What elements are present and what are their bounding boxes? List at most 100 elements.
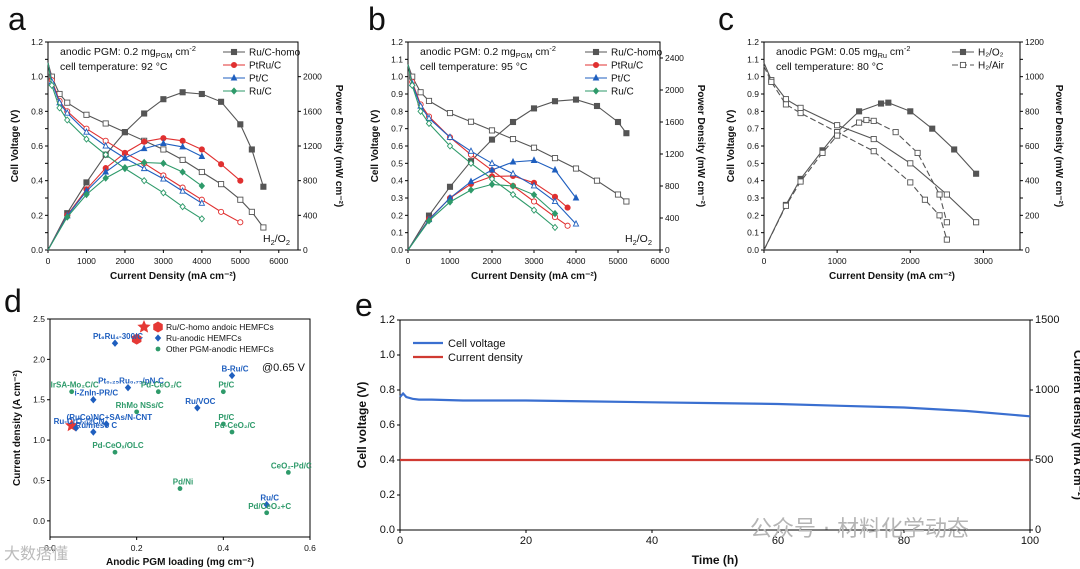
scatter-point-label: Ru-CrOₓ@CN	[54, 417, 105, 426]
power-point	[782, 202, 789, 209]
y2-tick-label: 800	[665, 181, 679, 191]
y-tick-label: 1.2	[747, 37, 759, 47]
voltage-point	[198, 168, 205, 176]
voltage-point	[140, 176, 148, 185]
x-tick-label: 1000	[77, 256, 96, 266]
x-tick-label: 100	[1021, 535, 1039, 547]
x-tick-label: 3000	[974, 256, 993, 266]
scatter-point-label: RhMo NSs/C	[116, 401, 164, 410]
voltage-point	[572, 165, 580, 172]
annotation-line: cell temperature: 92 °C	[60, 61, 168, 73]
scatter-point-ru	[90, 396, 97, 404]
voltage-point	[907, 179, 914, 186]
x-tick-label: 1000	[828, 256, 847, 266]
power-point	[160, 159, 167, 168]
legend-marker	[230, 48, 238, 56]
voltage-point	[530, 206, 538, 214]
scatter-point-label: Pt/C	[218, 413, 234, 422]
power-point	[467, 177, 475, 185]
y-axis-label: Cell Voltage (V)	[370, 110, 381, 183]
voltage-point	[218, 181, 225, 188]
annotation-line: cell temperature: 95 °C	[420, 61, 528, 73]
voltage-line	[763, 62, 977, 223]
voltage-point	[179, 202, 186, 211]
power-point	[248, 146, 255, 153]
power-point	[237, 177, 244, 184]
scatter-point-ru	[124, 383, 132, 392]
power-point	[488, 180, 496, 189]
scatter-point-label: CeO₂-Pd/C	[271, 461, 312, 470]
y-tick-label: 0.0	[747, 245, 759, 255]
power-point	[856, 108, 863, 115]
scatter-point-other	[264, 510, 270, 516]
y2-tick-label: 500	[1035, 454, 1053, 466]
power-point	[218, 98, 225, 105]
voltage-point	[179, 156, 186, 163]
legend-label: PtRu/C	[611, 61, 643, 72]
y-axis-label: Current density (A cm⁻²)	[12, 370, 23, 486]
voltage-point	[64, 116, 71, 124]
voltage-point	[237, 196, 244, 203]
y-tick-label: 0.6	[747, 141, 759, 151]
x-tick-label: 2000	[115, 256, 134, 266]
voltage-point	[797, 104, 804, 111]
power-point	[509, 118, 517, 126]
y2-tick-label: 1600	[303, 106, 322, 116]
x-axis-label: Time (h)	[692, 553, 738, 567]
y-tick-label: 0.0	[31, 245, 43, 255]
power-point	[237, 121, 244, 128]
voltage-point	[488, 127, 496, 134]
voltage-point	[198, 215, 206, 223]
power-point	[907, 108, 914, 115]
y2-tick-label: 600	[1025, 141, 1039, 151]
legend-marker	[230, 73, 238, 81]
y-tick-label: 1.1	[747, 54, 759, 64]
panel-e: 0 20 40 60 80 100 0.0 0.2 0.4 0.6 0.8 1.0 1.2 Time (h…	[355, 287, 1080, 567]
power-point	[83, 190, 90, 199]
legend-label: Ru/C-homo	[611, 48, 663, 59]
voltage-line	[407, 64, 577, 225]
voltage-point	[260, 224, 267, 231]
y-tick-label: 1.0	[747, 72, 759, 82]
voltage-point	[248, 208, 255, 215]
voltage-point	[409, 81, 416, 90]
power-point	[198, 152, 206, 159]
scatter-point-ru	[103, 420, 110, 428]
y-tick-label: 0.0	[380, 524, 395, 536]
condition-label: H2/O2	[263, 233, 290, 247]
legend-marker	[592, 87, 600, 95]
legend-marker	[959, 61, 967, 69]
power-point	[623, 130, 630, 137]
power-line	[763, 102, 977, 251]
x-tick-label: 3000	[525, 256, 544, 266]
power-point	[530, 191, 538, 199]
legend-marker	[230, 61, 238, 69]
scatter-point-label: IrSA-Mo₂C/C	[51, 381, 99, 390]
scatter-point-label: B-Ru/C	[221, 365, 248, 374]
scatter-point-ru	[72, 424, 80, 432]
legend-label: Other PGM-anodic HEMFCs	[166, 344, 274, 354]
power-point	[819, 149, 826, 156]
legend-label: H₂/Air	[978, 61, 1005, 72]
power-point	[551, 98, 559, 105]
y-tick-label: 0.3	[747, 193, 759, 203]
power-point	[797, 178, 804, 185]
power-point	[572, 96, 580, 103]
power-point	[892, 129, 899, 136]
legend-marker	[153, 321, 163, 333]
power-point	[973, 170, 980, 177]
voltage-point	[425, 97, 433, 104]
y-tick-label: 1.2	[391, 37, 403, 47]
power-point	[530, 105, 538, 112]
y2-tick-label: 1500	[1035, 314, 1059, 326]
voltage-point	[56, 104, 63, 112]
power-point	[509, 182, 517, 190]
power-point	[102, 167, 110, 175]
y2-tick-label: 0	[665, 245, 670, 255]
y-tick-label: 0.6	[31, 141, 43, 151]
power-point	[102, 174, 109, 182]
x-tick-label: 2000	[483, 256, 502, 266]
voltage-point	[936, 212, 943, 219]
y-tick-label: 0.4	[391, 176, 403, 186]
voltage-point	[467, 159, 475, 168]
